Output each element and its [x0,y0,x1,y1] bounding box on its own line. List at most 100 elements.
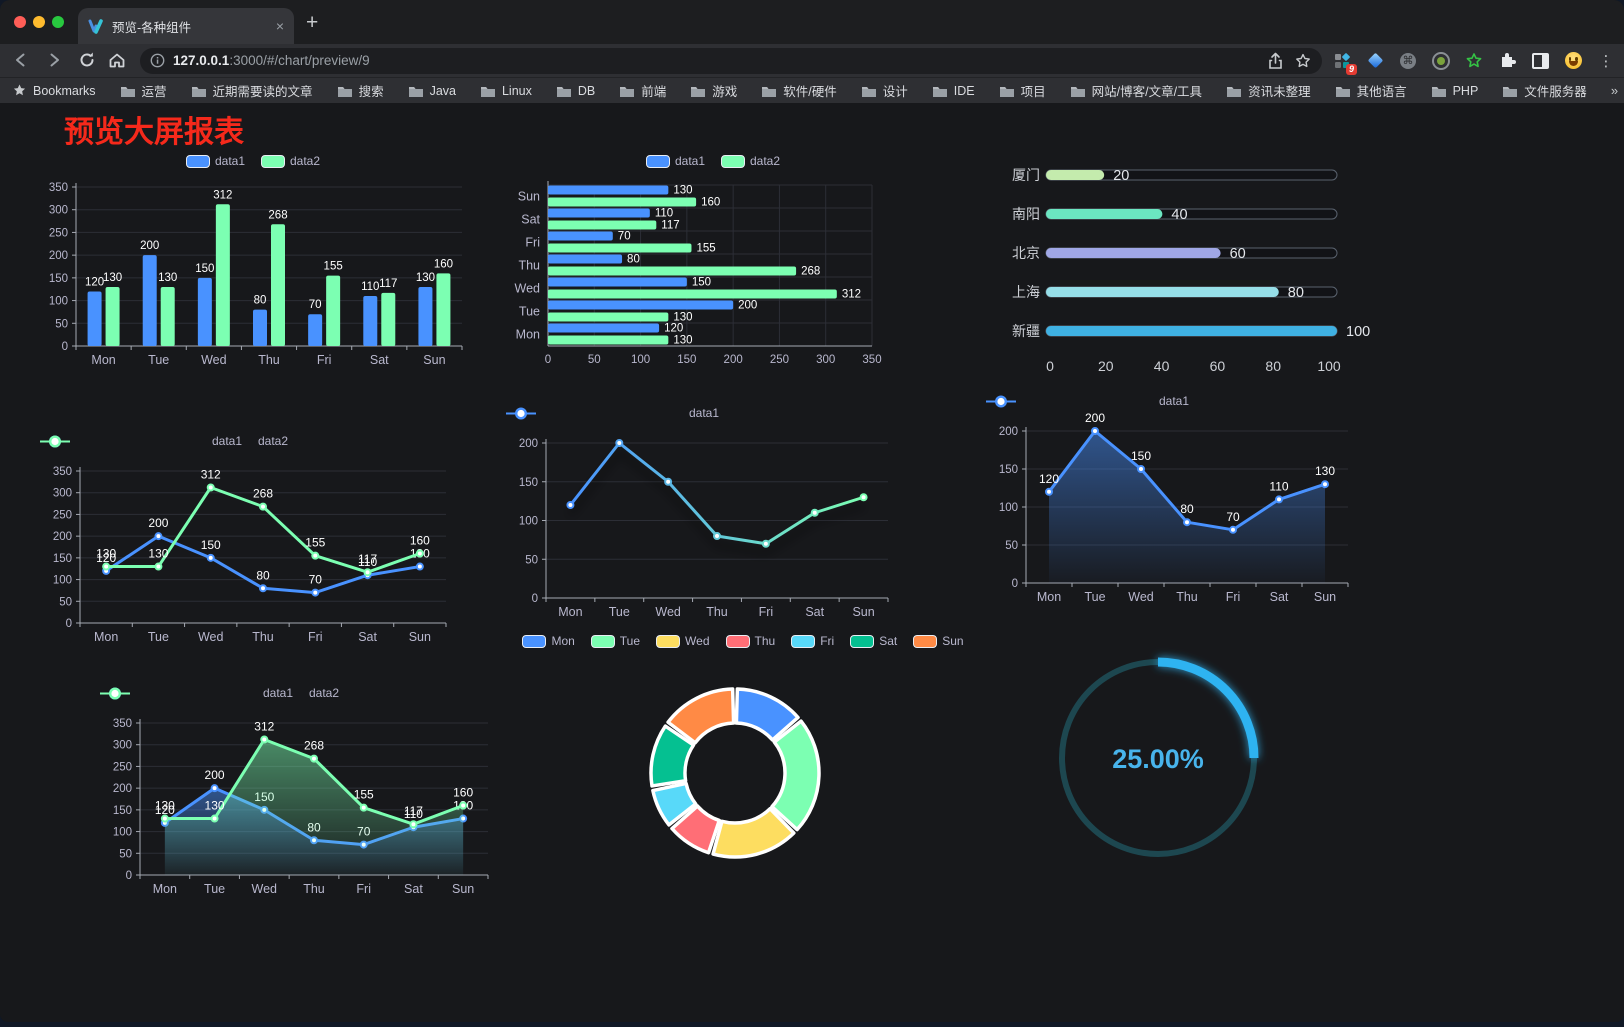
tab-close-icon[interactable]: × [275,18,284,34]
bar-grouped-canvas[interactable]: 050100150200250300350Mon120130Tue200130W… [38,173,468,376]
svg-text:0: 0 [1012,578,1018,590]
legend-item[interactable]: data1 [986,394,1189,408]
bookmark-folder[interactable]: 项目 [999,81,1046,100]
bookmark-folder[interactable]: 前端 [619,81,666,100]
forward-button[interactable] [41,47,67,73]
close-window-button[interactable] [14,16,26,28]
profile-avatar-icon[interactable] [1563,51,1583,71]
line-dual-canvas[interactable]: 0 50 100 150 200 250 300 350 Mon Tue Wed Thu Fri Sat S… [40,453,460,653]
svg-text:0: 0 [545,354,551,366]
bookmark-folder[interactable]: 近期需要读的文章 [191,81,313,100]
browser-menu-icon[interactable]: ⋮ [1598,52,1614,70]
svg-text:50: 50 [1005,540,1018,552]
bookmark-folder[interactable]: 文件服务器 [1502,81,1587,100]
chart-city-progress[interactable]: 厦门 20 南阳 40 北京 60 上海 80 新疆 100 0 20 40 60 80 100 [1000,159,1392,389]
bookmark-folder[interactable]: 运营 [120,81,167,100]
legend-line-icon [986,394,1016,408]
bookmark-folder[interactable]: 游戏 [690,81,737,100]
bookmark-folder[interactable]: Linux [480,84,532,98]
legend-item[interactable]: Thu [725,634,775,648]
bookmark-folder[interactable]: 其他语言 [1335,81,1407,100]
legend-item[interactable]: data1 [645,154,705,168]
svg-text:100: 100 [519,516,538,528]
address-bar[interactable]: 127.0.0.1:3000/#/chart/preview/9 [140,47,1322,74]
svg-text:155: 155 [354,788,374,802]
legend-item[interactable]: Sat [850,634,897,648]
bookmarks-overflow-button[interactable]: » [1610,83,1619,98]
chart-area-dual[interactable]: data1 data2 0 50 100 150 200 250 300 350 Mon Tue Wed… [100,683,502,905]
line-gradient-canvas[interactable]: 0 50 100 150 200 Mon Tue Wed Thu Fri Sat Sun [506,425,902,628]
bookmark-folder[interactable]: IDE [932,84,975,98]
svg-text:117: 117 [379,278,397,290]
legend-item[interactable]: Sun [913,634,964,648]
bookmarks-root[interactable]: Bookmarks [12,83,96,98]
legend-item[interactable]: data2 [721,154,780,168]
maximize-window-button[interactable] [52,16,64,28]
extension-star-icon[interactable] [1464,51,1484,71]
extension-puzzle-icon[interactable] [1497,51,1517,71]
extension-diamond-icon[interactable] [1365,51,1385,71]
svg-text:Sat: Sat [805,605,824,619]
folder-icon [1227,86,1242,97]
chart-line-dual[interactable]: data1 data2 0 50 100 150 200 250 300 350 Mon Tue Wed… [40,431,460,653]
gauge-canvas[interactable]: 25.00% [1010,648,1306,948]
extension-grid-icon[interactable]: 9 [1332,51,1357,75]
legend-item[interactable]: data2 [40,434,288,448]
folder-icon [120,86,135,97]
legend-item[interactable]: data1 [40,434,242,448]
legend-item[interactable]: data1 [185,154,245,168]
reload-button[interactable] [74,47,100,73]
home-button[interactable] [104,47,130,73]
site-info-icon[interactable] [150,53,165,68]
new-tab-button[interactable]: + [306,11,319,34]
back-button[interactable] [8,47,34,73]
area-single-canvas[interactable]: 0 50 100 150 200 Mon Tue Wed Thu Fri Sat Sun 120 200 1… [986,411,1362,613]
legend-swatch [850,634,875,648]
legend-item[interactable]: Tue [590,634,640,648]
folder-icon [762,86,777,97]
legend-item[interactable]: Wed [656,634,710,648]
bookmark-folder[interactable]: 搜索 [337,81,384,100]
bookmark-folder[interactable]: 软件/硬件 [761,81,837,100]
legend-item[interactable]: data2 [100,686,339,700]
chart-line-gradient[interactable]: data1 0 50 100 150 200 Mon Tue Wed Thu Fri Sat Sun [506,403,902,628]
chart-gauge[interactable]: 25.00% [1010,648,1306,948]
legend-item[interactable]: Mon [522,634,575,648]
bookmark-folder[interactable]: 设计 [861,81,908,100]
svg-text:350: 350 [53,466,72,478]
svg-text:150: 150 [49,273,68,285]
bookmark-folder[interactable]: DB [556,84,595,98]
chart-bar-grouped[interactable]: data1 data2 0 50 100 150 200 250 300 350 Mon 120 130… [38,151,468,376]
bookmark-folder[interactable]: 网站/博客/文章/工具 [1070,81,1202,100]
svg-text:312: 312 [201,468,221,482]
donut-canvas[interactable] [545,653,941,931]
bookmark-folder[interactable]: PHP [1431,84,1478,98]
svg-text:130: 130 [416,272,435,284]
svg-text:新疆: 新疆 [1012,323,1040,339]
city-progress-canvas[interactable]: 厦门 20 南阳 40 北京 60 上海 80 新疆 100 0 20 40 60 80 100 [1000,159,1392,389]
legend-item[interactable]: data2 [261,154,320,168]
legend-swatch [522,634,547,648]
share-icon[interactable] [1267,52,1284,70]
browser-tab[interactable]: 预览-各种组件 × [78,8,294,44]
bookmark-folder[interactable]: Java [408,84,456,98]
reader-mode-icon[interactable] [1530,51,1550,71]
legend-item[interactable]: Fri [791,634,834,648]
legend-swatch [645,154,670,168]
bookmark-folder[interactable]: 资讯未整理 [1226,81,1311,100]
extension-record-icon[interactable] [1431,51,1451,71]
svg-text:250: 250 [53,509,72,521]
extension-command-icon[interactable]: ⌘ [1398,51,1418,71]
bookmark-star-icon[interactable] [1294,52,1312,70]
chart-bar-horizontal[interactable]: data1 data2 0 50 100 150 200 250 300 350 Sun 130 160… [508,151,918,376]
chart-donut[interactable]: Mon Tue Wed Thu Fri Sat Sun [522,631,964,931]
svg-text:110: 110 [655,208,673,220]
svg-text:300: 300 [53,488,72,500]
minimize-window-button[interactable] [33,16,45,28]
legend-item[interactable]: data1 [100,686,293,700]
svg-text:Thu: Thu [258,353,280,367]
chart-area-single[interactable]: data1 0 50 100 150 200 Mon Tue Wed Thu Fri Sat Sun 12… [986,391,1362,613]
area-dual-canvas[interactable]: 0 50 100 150 200 250 300 350 Mon Tue Wed Thu Fri Sat S… [100,705,502,905]
legend-item[interactable]: data1 [506,406,719,420]
